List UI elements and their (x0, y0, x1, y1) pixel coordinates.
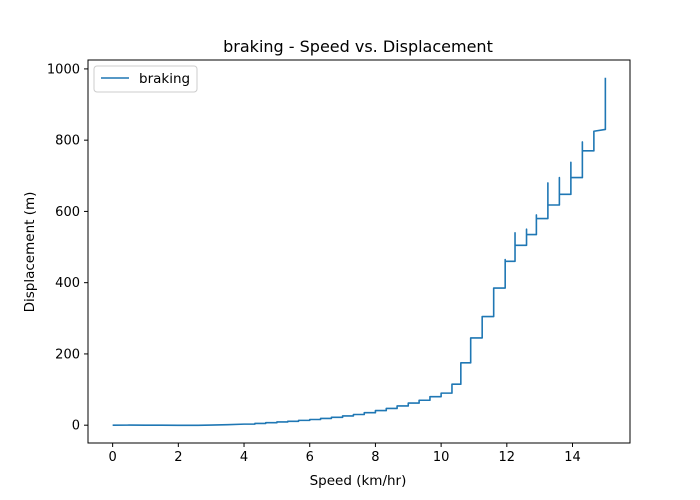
x-axis: 0 2 4 6 8 10 12 14 (108, 443, 581, 465)
x-tick-label: 14 (564, 450, 581, 465)
plot-area (87, 59, 631, 444)
x-tick-label: 8 (371, 450, 379, 465)
legend-label-braking: braking (139, 71, 190, 87)
legend-box (93, 65, 198, 93)
x-tick-label: 12 (499, 450, 516, 465)
x-tick-label: 6 (306, 450, 314, 465)
x-tick-label: 2 (174, 450, 182, 465)
y-axis: 0 200 400 600 800 1000 (47, 62, 88, 434)
y-tick-label: 600 (55, 205, 80, 220)
x-axis-label: Speed (km/hr) (310, 473, 407, 489)
x-tick-label: 10 (433, 450, 450, 465)
series-layer (112, 77, 607, 427)
x-tick-label: 0 (108, 450, 116, 465)
y-tick-label: 1000 (47, 62, 80, 77)
legend: braking (93, 65, 198, 93)
x-tick-label: 4 (240, 450, 248, 465)
y-tick-label: 800 (55, 134, 80, 149)
series-line-braking (112, 77, 607, 427)
y-tick-label: 400 (55, 276, 80, 291)
y-tick-label: 200 (55, 347, 80, 362)
y-tick-label: 0 (72, 419, 80, 434)
chart-title: braking - Speed vs. Displacement (223, 37, 493, 56)
y-axis-label: Displacement (m) (22, 192, 38, 313)
